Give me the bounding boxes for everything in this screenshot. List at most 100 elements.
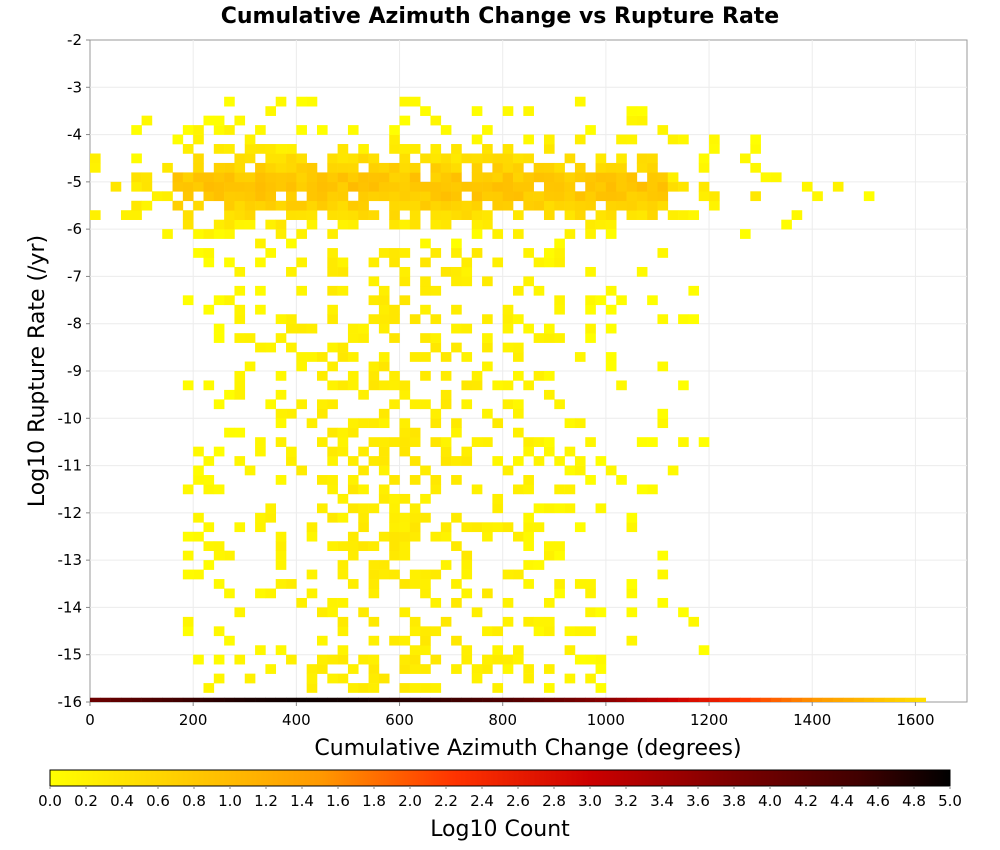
heatmap-cell: [193, 229, 204, 239]
heatmap-cell: [389, 635, 400, 646]
heatmap-cell: [265, 106, 277, 116]
heatmap-cell: [255, 304, 266, 315]
heatmap-cell: [523, 531, 534, 542]
heatmap-cell: [327, 475, 338, 485]
heatmap-cell: [801, 181, 813, 192]
heatmap-cell: [523, 560, 534, 570]
heatmap-cell: [193, 200, 204, 211]
heatmap-cell: [523, 200, 534, 211]
y-tick-label: -13: [58, 551, 83, 569]
heatmap-cell: [224, 389, 235, 400]
heatmap-cell: [605, 323, 617, 334]
heatmap-cell: [409, 399, 421, 410]
heatmap-cell: [482, 125, 493, 135]
heatmap-cell: [347, 352, 359, 362]
heatmap-cell: [513, 210, 524, 220]
heatmap-cell: [709, 697, 720, 702]
heatmap-cell: [523, 616, 534, 627]
heatmap-cell: [213, 697, 225, 702]
heatmap-cell: [430, 597, 442, 608]
heatmap-cell: [327, 314, 338, 325]
colorbar-tick-label: 1.0: [218, 792, 242, 810]
heatmap-cell: [523, 475, 534, 485]
heatmap-cell: [461, 522, 473, 533]
heatmap-cell: [430, 248, 442, 258]
heatmap-cell: [513, 427, 524, 438]
heatmap-cell: [213, 295, 225, 306]
heatmap-cell: [554, 579, 565, 589]
heatmap-cell: [358, 200, 369, 211]
heatmap-cell: [234, 181, 246, 192]
heatmap-cell: [234, 427, 246, 438]
heatmap-cell: [636, 153, 648, 164]
heatmap-cell: [471, 371, 483, 381]
heatmap-cell: [316, 200, 328, 211]
heatmap-cell: [605, 181, 617, 192]
heatmap-cell: [389, 248, 400, 258]
heatmap-cell: [595, 172, 607, 183]
heatmap-cell: [471, 248, 483, 258]
heatmap-cell: [409, 569, 421, 580]
heatmap-cell: [698, 697, 710, 702]
heatmap-cell: [482, 333, 493, 343]
heatmap-cell: [296, 399, 307, 410]
heatmap-cell: [255, 172, 266, 183]
heatmap-cell: [678, 134, 689, 145]
heatmap-cell: [420, 512, 431, 523]
heatmap-cell: [605, 172, 617, 183]
colorbar-tick-label: 2.4: [470, 792, 494, 810]
heatmap-cell: [409, 522, 421, 533]
heatmap-cell: [554, 248, 565, 258]
heatmap-cell: [719, 697, 730, 702]
heatmap-cell: [543, 134, 555, 145]
heatmap-cell: [337, 654, 349, 665]
heatmap-cell: [554, 238, 565, 249]
heatmap-cell: [399, 266, 411, 277]
heatmap-cell: [461, 200, 473, 211]
heatmap-cell: [255, 125, 266, 135]
heatmap-cell: [574, 162, 586, 173]
heatmap-cell: [368, 162, 380, 173]
heatmap-cell: [595, 654, 607, 665]
heatmap-cell: [399, 531, 411, 542]
heatmap-cell: [554, 456, 565, 466]
heatmap-cell: [874, 697, 885, 702]
heatmap-cell: [430, 210, 442, 220]
heatmap-cell: [255, 446, 266, 457]
heatmap-cell: [482, 276, 493, 287]
heatmap-cell: [368, 191, 380, 202]
heatmap-cell: [533, 200, 545, 211]
heatmap-cell: [523, 172, 534, 183]
heatmap-cell: [523, 248, 534, 258]
heatmap-cell: [275, 579, 287, 589]
x-tick-label: 0: [85, 711, 95, 729]
y-tick-label: -2: [67, 31, 82, 49]
heatmap-cell: [513, 484, 524, 495]
heatmap-cell: [389, 550, 400, 561]
heatmap-cell: [574, 654, 586, 665]
heatmap-cell: [750, 191, 761, 202]
heatmap-cell: [265, 248, 277, 258]
heatmap-cell: [616, 153, 627, 164]
heatmap-cell: [513, 654, 524, 665]
heatmap-cell: [275, 437, 287, 447]
heatmap-cell: [327, 380, 338, 391]
heatmap-cell: [327, 697, 338, 702]
heatmap-cell: [316, 408, 328, 419]
heatmap-cell: [213, 144, 225, 154]
heatmap-cell: [667, 210, 679, 220]
heatmap-cell: [605, 191, 617, 202]
heatmap-cell: [543, 683, 555, 693]
heatmap-cell: [244, 134, 256, 145]
heatmap-cell: [327, 162, 338, 173]
heatmap-cell: [316, 191, 328, 202]
heatmap-cell: [316, 181, 328, 192]
heatmap-cell: [451, 579, 462, 589]
heatmap-cell: [543, 626, 555, 637]
heatmap-cell: [605, 352, 617, 362]
heatmap-cell: [420, 304, 431, 315]
heatmap-cell: [275, 144, 287, 154]
heatmap-cell: [616, 295, 627, 306]
heatmap-cell: [543, 333, 555, 343]
heatmap-cell: [564, 191, 576, 202]
